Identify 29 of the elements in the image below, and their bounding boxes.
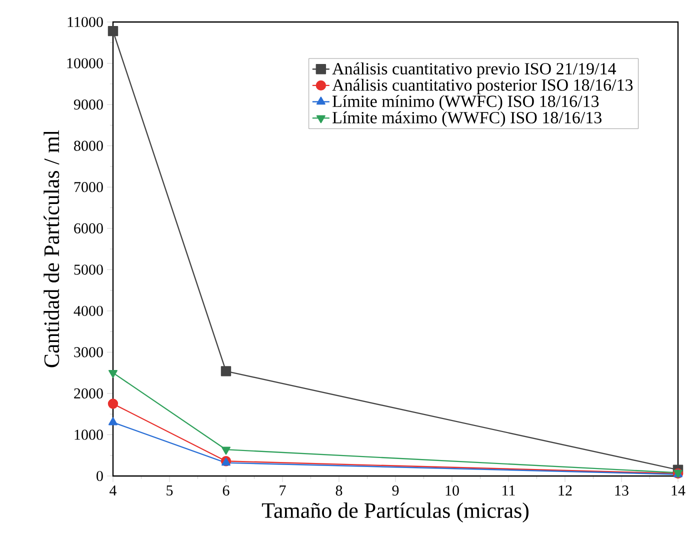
- y-tick-label: 7000: [74, 182, 103, 192]
- x-tick-label: 9: [392, 486, 399, 496]
- x-tick-label: 5: [166, 486, 173, 496]
- y-tick-label: 10000: [67, 58, 103, 68]
- y-tick-label: 4000: [74, 306, 103, 316]
- legend-label: Análisis cuantitativo posterior ISO 18/16/13: [332, 78, 633, 94]
- x-tick-label: 8: [336, 486, 342, 496]
- y-tick-label: 8000: [74, 140, 103, 151]
- x-tick-label: 12: [558, 486, 572, 496]
- y-tick-label: 5000: [74, 264, 103, 275]
- x-tick-label: 7: [280, 486, 286, 496]
- x-tick-label: 11: [502, 486, 515, 496]
- y-tick-label: 9000: [74, 99, 103, 110]
- y-tick-label: 6000: [74, 223, 103, 234]
- x-tick-label: 10: [446, 486, 459, 496]
- y-axis-title: Cantidad de Partículas / ml: [44, 130, 60, 368]
- y-tick-label: 11000: [68, 16, 103, 28]
- legend-label: Análisis cuantitativo previo ISO 21/19/14: [332, 62, 616, 78]
- y-tick-label: 1000: [74, 430, 103, 440]
- legend-label: Límite máximo (WWFC) ISO 18/16/13: [332, 111, 602, 127]
- x-tick-label: 14: [672, 486, 686, 496]
- legend-label: Límite mínimo (WWFC) ISO 18/16/13: [332, 95, 599, 111]
- y-tick-label: 3000: [74, 347, 103, 358]
- x-tick-label: 13: [615, 486, 628, 496]
- x-tick-label: 4: [110, 486, 117, 496]
- x-tick-label: 6: [222, 486, 230, 496]
- y-tick-label: 0: [96, 470, 103, 482]
- y-tick-label: 2000: [74, 388, 103, 399]
- x-axis-title: Tamaño de Partículas (micras): [262, 502, 528, 522]
